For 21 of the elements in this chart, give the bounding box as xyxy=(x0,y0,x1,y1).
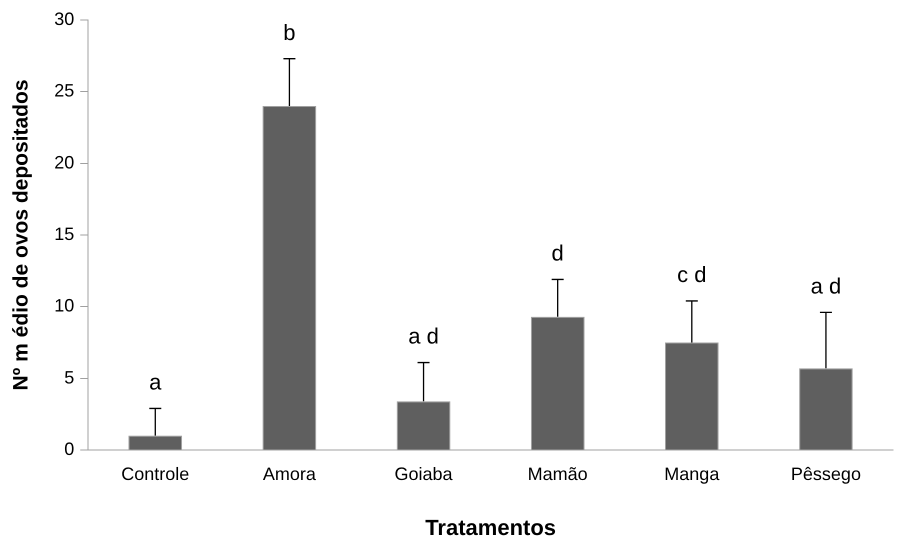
y-axis-title: Nº m édio de ovos depositados xyxy=(9,79,32,391)
x-axis-title: Tratamentos xyxy=(425,514,556,540)
y-tick-label: 10 xyxy=(54,296,74,316)
x-tick-label: Manga xyxy=(664,464,720,484)
x-tick-label: Amora xyxy=(262,464,317,484)
y-tick-label: 0 xyxy=(64,438,74,459)
x-tick-label: Mamão xyxy=(528,464,588,484)
y-tick-label: 5 xyxy=(64,367,74,388)
annotation: a d xyxy=(408,324,439,349)
x-tick-label: Goiaba xyxy=(394,464,454,484)
annotation: c d xyxy=(677,262,706,287)
y-tick-label: 25 xyxy=(54,80,74,101)
y-tick-label: 30 xyxy=(54,8,74,29)
annotation: a xyxy=(149,369,162,394)
y-tick-label: 15 xyxy=(54,224,74,244)
x-tick-label: Controle xyxy=(121,464,190,484)
annotation: a d xyxy=(810,273,842,298)
x-tick-label: Pêssego xyxy=(790,464,861,484)
annotation: b xyxy=(283,20,296,45)
y-tick-label: 20 xyxy=(54,152,74,172)
annotation: d xyxy=(552,240,564,266)
